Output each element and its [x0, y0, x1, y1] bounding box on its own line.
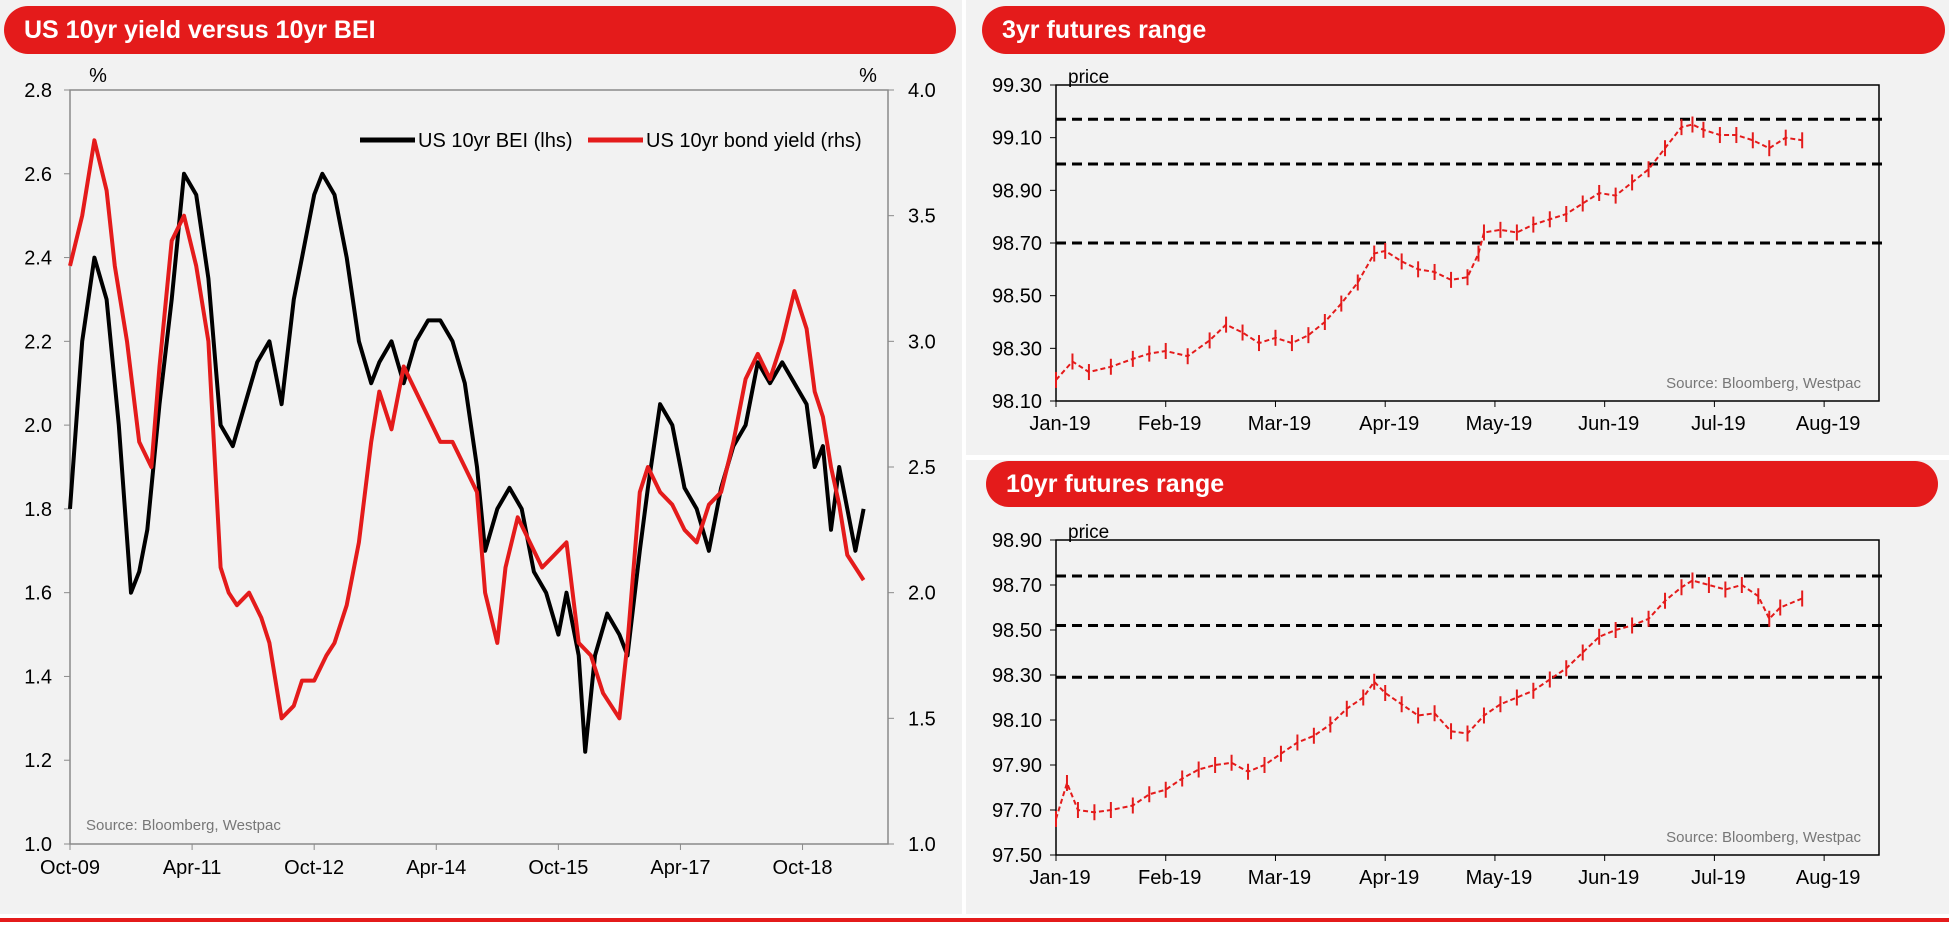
left-x-tick-label: Oct-15 [528, 857, 588, 879]
ten-year-y-tick-label: 98.70 [992, 575, 1042, 597]
three-year-y-axis-label: price [1068, 67, 1109, 88]
ten-year-x-tick-label: Jun-19 [1578, 867, 1639, 889]
left-y-tick-label: 2.0 [24, 415, 52, 437]
bond-yield-series-line [68, 138, 866, 721]
ten-year-source-note: Source: Bloomberg, Westpac [1666, 829, 1861, 846]
right-y-tick-label: 2.5 [908, 457, 936, 479]
ten-year-x-tick-label: Jan-19 [1029, 867, 1090, 889]
three-year-x-tick-label: Jul-19 [1691, 413, 1745, 435]
three-year-y-tick-label: 98.90 [992, 180, 1042, 202]
ten-year-y-axis-label: price [1068, 522, 1109, 543]
left-y-tick-label: 1.0 [24, 834, 52, 856]
three-year-price-line [1055, 123, 1803, 381]
left-y-tick-label: 1.8 [24, 499, 52, 521]
three-year-y-tick-label: 98.10 [992, 391, 1042, 413]
ten-year-price-line [1055, 579, 1803, 820]
ten-year-y-tick-label: 98.90 [992, 530, 1042, 552]
ten-year-x-tick-label: Feb-19 [1138, 867, 1201, 889]
ten-year-x-tick-label: May-19 [1466, 867, 1533, 889]
left-x-tick-label: Apr-17 [650, 857, 710, 879]
left-x-tick-label: Oct-18 [773, 857, 833, 879]
left-x-tick-label: Apr-11 [163, 857, 222, 879]
right-bottom-chart-panel [966, 460, 1949, 914]
left-y-tick-label: 2.2 [24, 331, 52, 353]
three-year-x-tick-label: Aug-19 [1796, 413, 1861, 435]
bottom-red-rule [0, 918, 1949, 922]
right-y-tick-label: 2.0 [908, 583, 936, 605]
ten-year-x-tick-label: Aug-19 [1796, 867, 1861, 889]
right-y-tick-label: 1.0 [908, 834, 936, 856]
ten-year-x-tick-label: Jul-19 [1691, 867, 1745, 889]
ten-year-y-tick-label: 98.50 [992, 620, 1042, 642]
left-x-tick-label: Apr-14 [406, 857, 466, 879]
three-year-x-tick-label: Apr-19 [1359, 413, 1419, 435]
legend-bond-label: US 10yr bond yield (rhs) [646, 130, 862, 152]
three-year-y-tick-label: 98.30 [992, 338, 1042, 360]
right-top-chart-title: 3yr futures range [982, 6, 1945, 54]
legend-bei-label: US 10yr BEI (lhs) [418, 130, 572, 152]
ten-year-y-tick-label: 98.30 [992, 665, 1042, 687]
three-year-x-tick-label: May-19 [1466, 413, 1533, 435]
right-y-tick-label: 3.5 [908, 206, 936, 228]
left-y-tick-label: 2.6 [24, 164, 52, 186]
left-y-tick-label: 2.4 [24, 248, 52, 270]
left-y-tick-label: 1.2 [24, 750, 52, 772]
left-x-tick-label: Oct-12 [284, 857, 344, 879]
three-year-y-tick-label: 99.30 [992, 75, 1042, 97]
right-y-tick-label: 3.0 [908, 331, 936, 353]
ten-year-y-tick-label: 97.50 [992, 845, 1042, 867]
three-year-y-tick-label: 98.70 [992, 233, 1042, 255]
three-year-y-tick-label: 98.50 [992, 286, 1042, 308]
left-y-unit-label: % [89, 65, 107, 87]
right-bottom-chart-title: 10yr futures range [986, 461, 1938, 507]
left-y-tick-label: 1.4 [24, 666, 52, 688]
right-top-chart-panel [966, 0, 1949, 455]
ten-year-y-tick-label: 97.90 [992, 755, 1042, 777]
left-y-tick-label: 2.8 [24, 80, 52, 102]
left-chart-panel [0, 0, 962, 914]
three-year-x-tick-label: Jan-19 [1029, 413, 1090, 435]
three-year-source-note: Source: Bloomberg, Westpac [1666, 375, 1861, 392]
right-y-tick-label: 1.5 [908, 708, 936, 730]
left-source-note: Source: Bloomberg, Westpac [86, 817, 281, 834]
left-x-tick-label: Oct-09 [40, 857, 100, 879]
right-y-tick-label: 4.0 [908, 80, 936, 102]
three-year-y-tick-label: 99.10 [992, 128, 1042, 150]
three-year-x-tick-label: Feb-19 [1138, 413, 1201, 435]
left-y-tick-label: 1.6 [24, 583, 52, 605]
bei-series-line [68, 171, 866, 754]
ten-year-y-tick-label: 98.10 [992, 710, 1042, 732]
three-year-x-tick-label: Jun-19 [1578, 413, 1639, 435]
right-y-unit-label: % [859, 65, 877, 87]
ten-year-plot-frame [1055, 539, 1880, 856]
ten-year-x-tick-label: Apr-19 [1359, 867, 1419, 889]
three-year-x-tick-label: Mar-19 [1248, 413, 1311, 435]
ten-year-x-tick-label: Mar-19 [1248, 867, 1311, 889]
left-chart-title: US 10yr yield versus 10yr BEI [4, 6, 956, 54]
ten-year-y-tick-label: 97.70 [992, 800, 1042, 822]
